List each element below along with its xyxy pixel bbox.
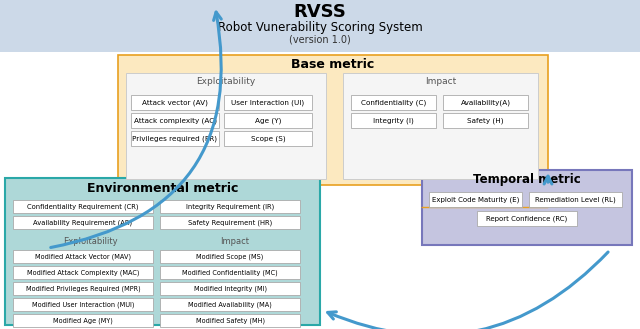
Text: Impact: Impact — [425, 78, 456, 87]
FancyBboxPatch shape — [477, 211, 577, 226]
FancyArrowPatch shape — [51, 12, 221, 247]
Text: Attack vector (AV): Attack vector (AV) — [142, 99, 208, 106]
Text: Exploitability: Exploitability — [63, 237, 117, 245]
FancyBboxPatch shape — [13, 282, 153, 295]
Text: Confidentiality Requirement (CR): Confidentiality Requirement (CR) — [28, 203, 139, 210]
FancyBboxPatch shape — [160, 282, 300, 295]
Text: Integrity Requirement (IR): Integrity Requirement (IR) — [186, 203, 274, 210]
Text: Safety (H): Safety (H) — [467, 117, 504, 124]
Text: Exploitability: Exploitability — [196, 78, 255, 87]
Text: Scope (S): Scope (S) — [251, 135, 285, 142]
FancyBboxPatch shape — [422, 170, 632, 245]
Text: Modified Privileges Required (MPR): Modified Privileges Required (MPR) — [26, 285, 140, 292]
FancyBboxPatch shape — [224, 113, 312, 128]
Text: Modified User Interaction (MUI): Modified User Interaction (MUI) — [32, 301, 134, 308]
Text: Modified Availability (MA): Modified Availability (MA) — [188, 301, 272, 308]
FancyBboxPatch shape — [429, 192, 522, 207]
Text: Robot Vunerability Scoring System: Robot Vunerability Scoring System — [218, 21, 422, 35]
Text: User Interaction (UI): User Interaction (UI) — [232, 99, 305, 106]
Text: Exploit Code Maturity (E): Exploit Code Maturity (E) — [432, 196, 519, 203]
FancyBboxPatch shape — [224, 95, 312, 110]
Text: Safety Requirement (HR): Safety Requirement (HR) — [188, 219, 272, 226]
FancyBboxPatch shape — [160, 200, 300, 213]
FancyBboxPatch shape — [224, 131, 312, 146]
FancyBboxPatch shape — [351, 113, 436, 128]
FancyBboxPatch shape — [118, 55, 548, 185]
FancyBboxPatch shape — [160, 314, 300, 327]
FancyBboxPatch shape — [131, 95, 219, 110]
Text: Modified Attack Vector (MAV): Modified Attack Vector (MAV) — [35, 253, 131, 260]
FancyBboxPatch shape — [5, 178, 320, 325]
Text: Temporal metric: Temporal metric — [473, 173, 581, 187]
FancyBboxPatch shape — [13, 200, 153, 213]
Text: Modified Scope (MS): Modified Scope (MS) — [196, 253, 264, 260]
FancyBboxPatch shape — [131, 131, 219, 146]
FancyBboxPatch shape — [529, 192, 622, 207]
FancyBboxPatch shape — [131, 113, 219, 128]
FancyBboxPatch shape — [443, 95, 528, 110]
FancyBboxPatch shape — [351, 95, 436, 110]
Text: Modified Confidentiality (MC): Modified Confidentiality (MC) — [182, 269, 278, 276]
Text: Impact: Impact — [220, 237, 250, 245]
FancyBboxPatch shape — [160, 266, 300, 279]
Text: RVSS: RVSS — [294, 3, 346, 21]
FancyBboxPatch shape — [160, 216, 300, 229]
Text: Attack complexity (AC): Attack complexity (AC) — [134, 117, 216, 124]
FancyBboxPatch shape — [126, 73, 326, 179]
FancyBboxPatch shape — [13, 266, 153, 279]
Text: Confidentiality (C): Confidentiality (C) — [361, 99, 426, 106]
Text: Modified Attack Complexity (MAC): Modified Attack Complexity (MAC) — [27, 269, 139, 276]
Text: (version 1.0): (version 1.0) — [289, 35, 351, 45]
FancyBboxPatch shape — [0, 0, 640, 52]
FancyArrowPatch shape — [328, 252, 608, 329]
FancyArrowPatch shape — [544, 176, 552, 184]
FancyBboxPatch shape — [13, 216, 153, 229]
Text: Age (Y): Age (Y) — [255, 117, 281, 124]
Text: Modified Integrity (MI): Modified Integrity (MI) — [193, 285, 266, 292]
FancyBboxPatch shape — [13, 250, 153, 263]
Text: Modified Age (MY): Modified Age (MY) — [53, 317, 113, 324]
Text: Integrity (I): Integrity (I) — [373, 117, 414, 124]
Text: Availability Requirement (AR): Availability Requirement (AR) — [33, 219, 132, 226]
Text: Report Confidence (RC): Report Confidence (RC) — [486, 215, 568, 222]
FancyBboxPatch shape — [443, 113, 528, 128]
Text: Privileges required (PR): Privileges required (PR) — [132, 135, 218, 142]
FancyBboxPatch shape — [343, 73, 538, 179]
FancyBboxPatch shape — [13, 314, 153, 327]
Text: Base metric: Base metric — [291, 59, 374, 71]
Text: Availability(A): Availability(A) — [461, 99, 511, 106]
Text: Environmental metric: Environmental metric — [87, 182, 238, 194]
Text: Remediation Level (RL): Remediation Level (RL) — [535, 196, 616, 203]
FancyBboxPatch shape — [160, 250, 300, 263]
FancyBboxPatch shape — [160, 298, 300, 311]
FancyBboxPatch shape — [13, 298, 153, 311]
Text: Modified Safety (MH): Modified Safety (MH) — [195, 317, 264, 324]
